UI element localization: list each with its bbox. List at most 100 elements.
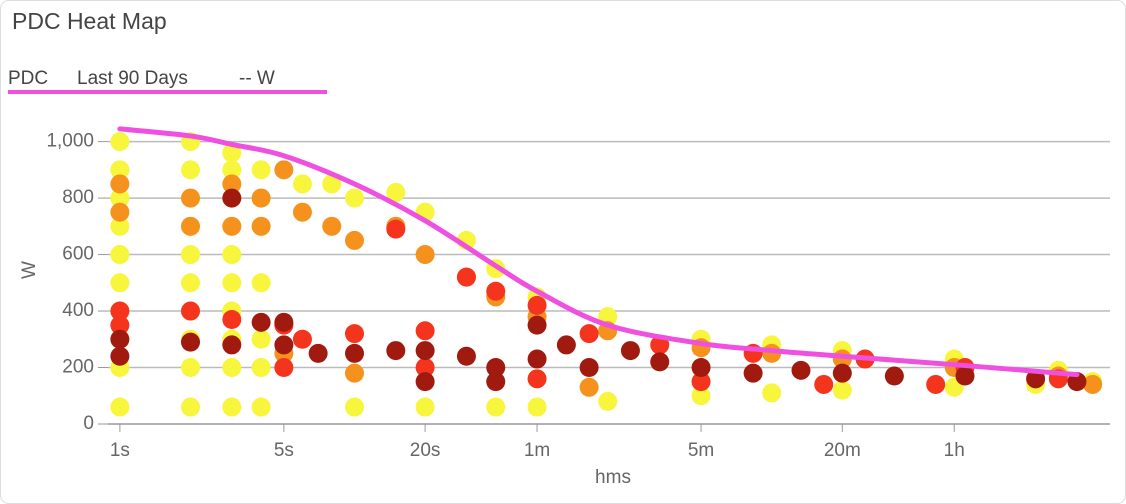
point — [251, 358, 271, 378]
point — [110, 397, 130, 417]
point — [344, 324, 364, 344]
point — [222, 273, 242, 293]
point — [110, 132, 130, 152]
point — [415, 321, 435, 341]
point — [527, 397, 547, 417]
point — [415, 341, 435, 361]
point — [486, 372, 506, 392]
point — [344, 363, 364, 383]
point — [456, 267, 476, 287]
point — [181, 358, 201, 378]
legend-value: -- W — [239, 68, 275, 89]
point — [110, 346, 130, 366]
point — [110, 315, 130, 335]
point — [181, 216, 201, 236]
point — [579, 324, 599, 344]
point — [486, 397, 506, 417]
point — [386, 219, 406, 239]
point — [110, 188, 130, 208]
point — [884, 366, 904, 386]
point — [274, 160, 294, 180]
point — [415, 397, 435, 417]
point — [415, 245, 435, 265]
point — [110, 216, 130, 236]
point — [791, 360, 811, 380]
x-tick-label: 5s — [274, 440, 294, 461]
point — [251, 160, 271, 180]
point — [486, 281, 506, 301]
y-tick-label: 800 — [62, 187, 94, 208]
point — [181, 397, 201, 417]
point — [222, 143, 242, 163]
point — [1083, 374, 1103, 394]
point — [181, 332, 201, 352]
point — [344, 188, 364, 208]
point — [344, 230, 364, 250]
point — [222, 216, 242, 236]
y-tick-label: 0 — [83, 413, 94, 434]
point — [322, 174, 342, 194]
marks — [110, 126, 1103, 417]
x-tick-label: 5m — [688, 440, 714, 461]
point — [181, 273, 201, 293]
point — [814, 374, 834, 394]
point — [181, 301, 201, 321]
point — [251, 273, 271, 293]
point — [598, 391, 618, 411]
point — [110, 301, 130, 321]
point — [527, 349, 547, 369]
point — [344, 343, 364, 363]
point — [222, 310, 242, 330]
point — [251, 216, 271, 236]
point — [762, 383, 782, 403]
point — [415, 372, 435, 392]
grid: 0 200 400 600 800 1,000 1s 5s 20s 1m 5m 20m 1h — [46, 131, 1110, 461]
point — [1067, 372, 1087, 392]
point — [292, 174, 312, 194]
point — [222, 188, 242, 208]
point — [650, 352, 670, 372]
point — [110, 329, 130, 349]
point — [251, 397, 271, 417]
x-tick-label: 1m — [524, 440, 550, 461]
point — [181, 245, 201, 265]
point — [955, 366, 975, 386]
point — [222, 245, 242, 265]
point — [222, 358, 242, 378]
point — [556, 335, 576, 355]
point — [292, 202, 312, 222]
point — [251, 312, 271, 332]
x-axis-label: hms — [595, 467, 631, 488]
point — [222, 174, 242, 194]
point — [415, 358, 435, 378]
y-tick-label: 200 — [62, 357, 94, 378]
legend-name[interactable]: PDC — [8, 68, 48, 89]
x-tick-label: 20m — [824, 440, 861, 461]
point — [691, 372, 711, 392]
point — [579, 358, 599, 378]
y-tick-label: 1,000 — [46, 131, 94, 152]
point — [386, 341, 406, 361]
point — [322, 216, 342, 236]
point — [110, 245, 130, 265]
point — [274, 335, 294, 355]
point — [527, 295, 547, 315]
point — [222, 397, 242, 417]
point — [110, 202, 130, 222]
point — [110, 174, 130, 194]
y-tick-label: 400 — [62, 300, 94, 321]
point — [181, 160, 201, 180]
chart-title: PDC Heat Map — [12, 8, 167, 34]
legend-period: Last 90 Days — [77, 68, 188, 89]
point — [527, 369, 547, 389]
point — [486, 358, 506, 378]
point — [832, 363, 852, 383]
x-tick-label: 1s — [110, 440, 130, 461]
point — [274, 312, 294, 332]
point — [743, 363, 763, 383]
point — [579, 377, 599, 397]
point — [292, 329, 312, 349]
point — [832, 380, 852, 400]
y-tick-label: 600 — [62, 244, 94, 265]
